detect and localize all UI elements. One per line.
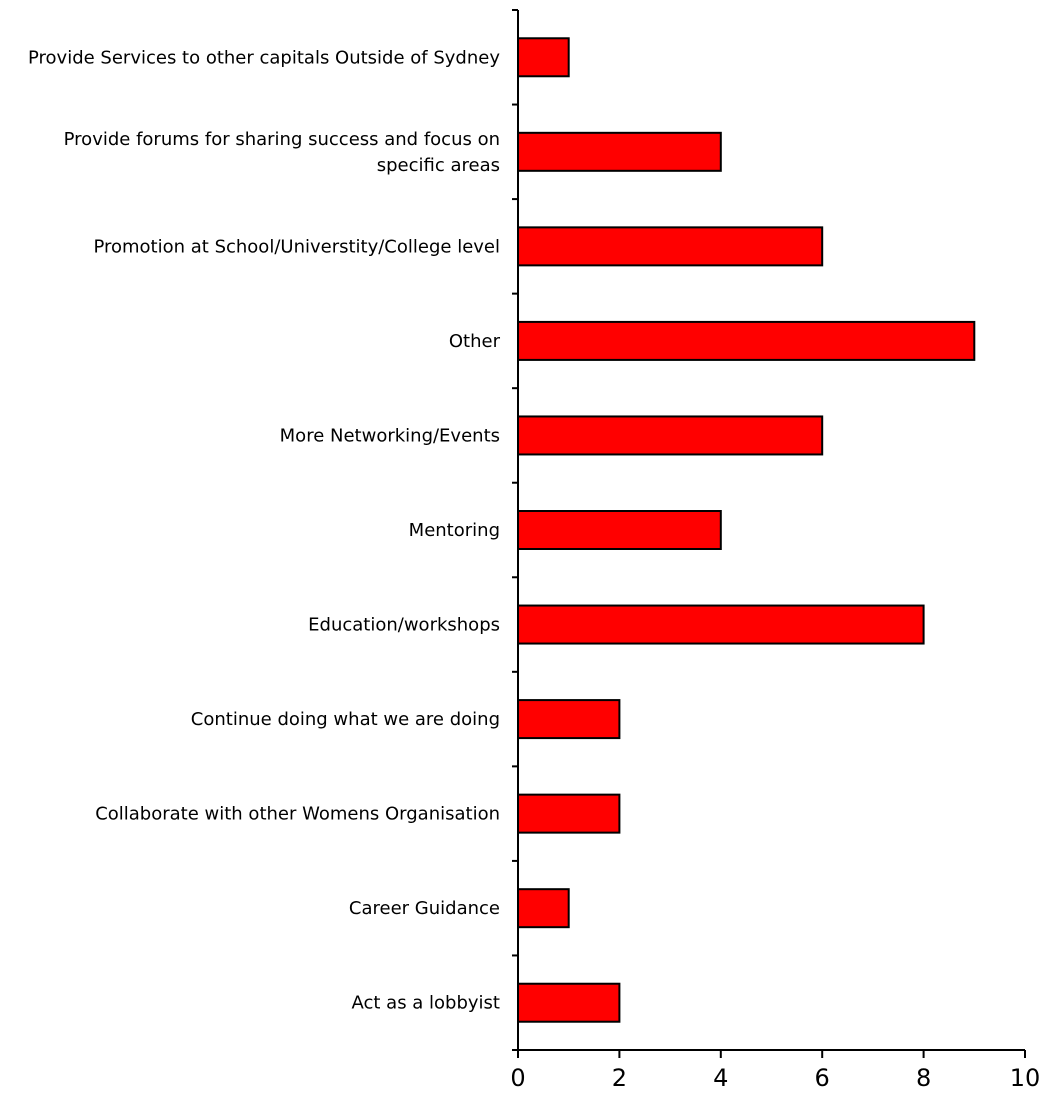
category-labels-group: Provide Services to other capitals Outsi… <box>28 47 501 1013</box>
bar <box>517 226 824 267</box>
category-label: Promotion at School/Universtity/College … <box>93 236 500 257</box>
category-label-line: Provide forums for sharing success and f… <box>64 129 500 150</box>
category-label: Provide Services to other capitals Outsi… <box>28 47 500 68</box>
category-label: More Networking/Events <box>280 425 500 446</box>
bar <box>517 510 722 550</box>
category-label: Collaborate with other Womens Organisati… <box>95 804 500 825</box>
bars-group <box>517 37 976 1023</box>
category-label-line: Provide Services to other capitals Outsi… <box>28 47 500 68</box>
category-label: Continue doing what we are doing <box>191 709 500 730</box>
bar <box>517 888 570 929</box>
category-label: Career Guidance <box>349 898 500 919</box>
bar <box>517 131 722 172</box>
category-label-line: More Networking/Events <box>280 425 500 446</box>
axes-group <box>517 10 1025 1051</box>
bar <box>517 37 570 78</box>
category-label-line: Career Guidance <box>349 898 500 919</box>
x-tick-label: 6 <box>815 1064 830 1092</box>
category-label: Provide forums for sharing success and f… <box>64 129 500 176</box>
x-tick-label: 0 <box>510 1064 525 1092</box>
category-label: Mentoring <box>409 520 500 541</box>
category-label-line: Mentoring <box>409 520 500 541</box>
category-label: Other <box>449 331 501 352</box>
category-label-line: Promotion at School/Universtity/College … <box>93 236 500 257</box>
bar <box>517 415 824 456</box>
category-label-line: Continue doing what we are doing <box>191 709 500 730</box>
x-tick-label: 4 <box>713 1064 728 1092</box>
category-label: Education/workshops <box>308 615 500 636</box>
bar <box>517 604 925 645</box>
x-tick-label: 8 <box>916 1064 931 1092</box>
category-label-line: specific areas <box>377 155 500 176</box>
category-label: Act as a lobbyist <box>351 993 500 1014</box>
ticks-group: 0 2 4 6 8 10 <box>510 9 1041 1092</box>
category-label-line: Act as a lobbyist <box>351 993 500 1014</box>
bar <box>517 982 621 1023</box>
category-label-line: Collaborate with other Womens Organisati… <box>95 804 500 825</box>
category-label-line: Other <box>449 331 501 352</box>
bar <box>517 320 976 361</box>
category-label-line: Education/workshops <box>308 615 500 636</box>
x-tick-label: 2 <box>612 1064 627 1092</box>
x-tick-label: 10 <box>1010 1064 1041 1092</box>
bar <box>517 699 621 740</box>
bar <box>517 793 621 834</box>
